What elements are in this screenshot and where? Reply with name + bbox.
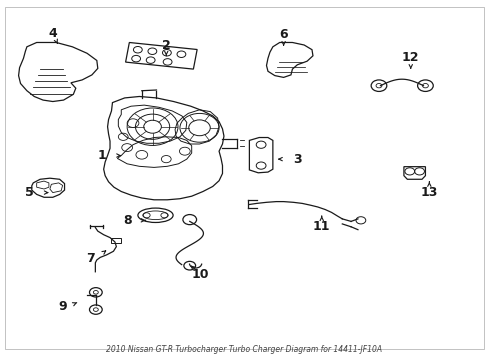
Text: 5: 5 bbox=[24, 186, 33, 199]
Text: 2: 2 bbox=[162, 39, 170, 51]
Text: 10: 10 bbox=[191, 268, 209, 281]
Text: 4: 4 bbox=[48, 27, 57, 40]
Text: 8: 8 bbox=[123, 214, 132, 227]
Text: 12: 12 bbox=[401, 51, 419, 64]
Text: 7: 7 bbox=[86, 252, 95, 265]
Text: 11: 11 bbox=[312, 220, 330, 233]
Text: 2010 Nissan GT-R Turbocharger Turbo Charger Diagram for 14411-JF10A: 2010 Nissan GT-R Turbocharger Turbo Char… bbox=[106, 345, 382, 354]
Text: 6: 6 bbox=[279, 28, 287, 41]
Text: 13: 13 bbox=[420, 186, 437, 199]
Text: 9: 9 bbox=[59, 300, 67, 313]
Text: 1: 1 bbox=[98, 149, 106, 162]
Text: 3: 3 bbox=[293, 153, 302, 166]
